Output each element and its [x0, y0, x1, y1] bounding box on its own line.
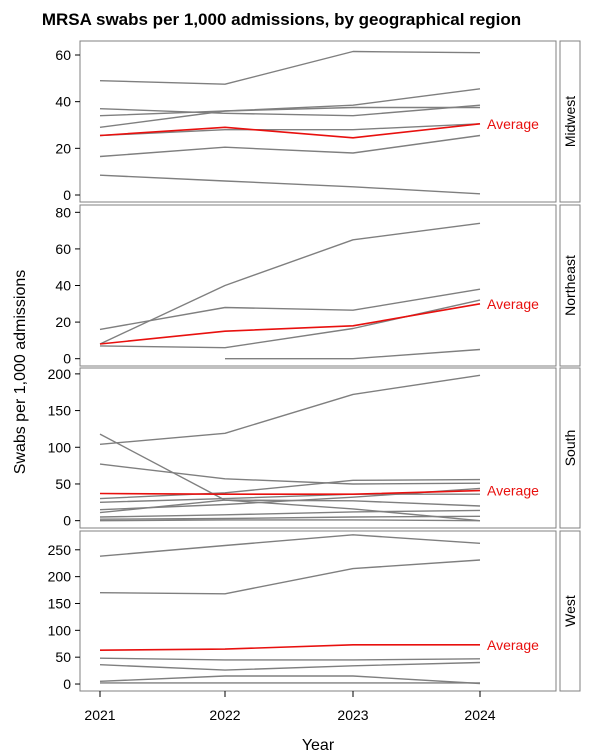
series-line	[99, 134, 481, 158]
y-tick-label: 20	[55, 314, 71, 330]
series-line	[99, 106, 480, 128]
y-tick-label: 100	[48, 622, 72, 638]
panel-south: South 0 50 100 150 200 Average	[48, 366, 581, 529]
panel-frame	[79, 204, 557, 367]
y-tick-label: 150	[48, 595, 72, 611]
y-tick-label: 100	[48, 439, 72, 455]
series-line	[225, 348, 481, 360]
y-tick-label: 150	[48, 403, 72, 419]
panel-northeast: Northeast 0 20 40 60 80 Average	[55, 204, 581, 367]
series-line	[99, 559, 481, 595]
series-line	[99, 675, 481, 685]
series-line	[99, 288, 481, 331]
y-tick-label: 40	[55, 278, 71, 294]
series-line	[99, 104, 481, 117]
series-line	[99, 174, 481, 195]
facet-label: Midwest	[562, 96, 578, 147]
facet-strip	[559, 204, 581, 367]
x-axis: 2021 2022 2023 2024	[84, 691, 496, 723]
facet-strip	[559, 367, 581, 529]
average-label: Average	[487, 116, 539, 132]
y-tick-label: 0	[63, 676, 71, 692]
facet-label: West	[562, 595, 578, 627]
series-line	[99, 88, 481, 117]
average-label: Average	[487, 483, 539, 499]
y-tick-label: 250	[48, 542, 72, 558]
y-tick-label: 60	[55, 47, 71, 63]
y-tick-label: 60	[55, 241, 71, 257]
chart-panels: Midwest 0 20 40 60 Average Northeast 0 20 40 60 80 A…	[48, 40, 581, 692]
y-tick-label: 0	[63, 187, 71, 203]
x-tick-label: 2024	[464, 707, 495, 723]
series-line	[99, 519, 481, 522]
series-line	[99, 509, 481, 518]
y-tick-label: 0	[63, 513, 71, 529]
series-line	[99, 299, 481, 349]
average-label: Average	[487, 296, 539, 312]
x-tick-label: 2023	[337, 707, 368, 723]
x-tick-label: 2022	[209, 707, 240, 723]
y-tick-label: 200	[48, 569, 72, 585]
facet-strip	[559, 530, 581, 692]
series-line	[99, 463, 481, 485]
y-tick-label: 80	[55, 204, 71, 220]
average-line	[99, 123, 481, 139]
y-axis-title: Swabs per 1,000 admissions	[12, 270, 29, 475]
y-tick-label: 40	[55, 94, 71, 110]
y-tick-label: 0	[63, 351, 71, 367]
facet-label: South	[562, 430, 578, 467]
panel-midwest: Midwest 0 20 40 60 Average	[55, 40, 581, 203]
y-tick-label: 50	[55, 649, 71, 665]
series-line	[99, 222, 481, 345]
facet-label: Northeast	[562, 255, 578, 316]
series-line	[99, 123, 481, 137]
panel-west: West 0 50 100 150 200 250 Average	[48, 530, 581, 692]
panel-frame	[79, 367, 557, 529]
series-line	[99, 374, 481, 445]
average-label: Average	[487, 637, 539, 653]
panel-frame	[79, 530, 557, 692]
average-line	[99, 644, 480, 651]
series-line	[99, 534, 481, 557]
x-tick-label: 2021	[84, 707, 115, 723]
chart-title: MRSA swabs per 1,000 admissions, by geog…	[41, 10, 522, 29]
y-tick-label: 50	[55, 476, 71, 492]
y-tick-label: 20	[55, 140, 71, 156]
facet-strip	[559, 40, 581, 203]
x-axis-title: Year	[302, 737, 335, 754]
panel-frame	[79, 40, 557, 203]
series-line	[99, 661, 481, 671]
series-line	[99, 657, 481, 661]
series-line	[99, 499, 481, 514]
series-line	[99, 433, 481, 522]
series-line	[99, 478, 481, 500]
series-line	[99, 515, 481, 520]
series-line	[99, 493, 480, 503]
average-line	[99, 303, 481, 345]
y-tick-label: 200	[48, 366, 72, 382]
series-line	[99, 50, 481, 85]
average-line	[99, 489, 481, 495]
